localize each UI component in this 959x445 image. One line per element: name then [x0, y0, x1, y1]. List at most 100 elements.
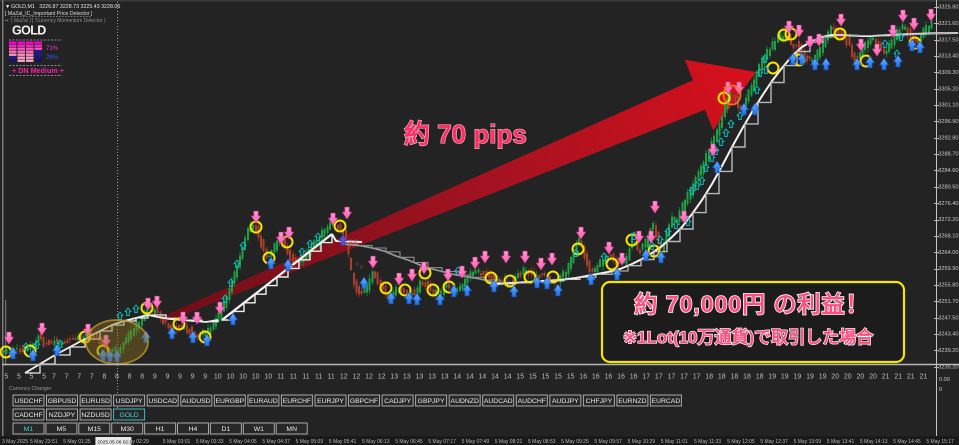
svg-text:CADJPY: CADJPY: [384, 398, 411, 405]
svg-text:20: 20: [857, 374, 865, 381]
svg-text:13: 13: [428, 374, 436, 381]
svg-text:0: 0: [360, 265, 363, 271]
svg-text:10: 10: [264, 374, 272, 381]
svg-text:0: 0: [349, 239, 352, 245]
svg-text:3276.40: 3276.40: [938, 201, 958, 207]
svg-text:3235.20: 3235.20: [938, 364, 958, 370]
svg-text:CADCHF: CADCHF: [14, 412, 42, 419]
svg-text:5 May 14:45: 5 May 14:45: [893, 439, 921, 445]
svg-text:EURJPY: EURJPY: [317, 398, 344, 405]
svg-text:5 May 11:01: 5 May 11:01: [661, 439, 688, 445]
svg-text:5: 5: [4, 374, 8, 381]
svg-text:11: 11: [328, 374, 335, 381]
svg-text:5 May 04:37: 5 May 04:37: [262, 439, 290, 445]
svg-text:M1: M1: [24, 426, 34, 433]
svg-text:3301.10: 3301.10: [938, 103, 958, 109]
svg-text:3325.80: 3325.80: [938, 5, 958, 11]
svg-text:GBPCHF: GBPCHF: [350, 398, 378, 405]
svg-text:EURNZD: EURNZD: [618, 398, 646, 405]
svg-text:11: 11: [277, 374, 284, 381]
svg-text:18: 18: [718, 374, 726, 381]
svg-text:7: 7: [52, 374, 56, 381]
svg-text:10: 10: [227, 374, 235, 381]
svg-text:GOLD,M1 3226.87 3228.73 3225: GOLD,M1 3226.87 3228.73 3225.43 3228.06: [11, 4, 120, 10]
svg-text:NZDJPY: NZDJPY: [49, 412, 76, 419]
svg-text:※1Lot(10万通貨)で取引した場合: ※1Lot(10万通貨)で取引した場合: [623, 327, 874, 347]
svg-text:0: 0: [354, 239, 357, 245]
svg-text:5 May 06:45: 5 May 06:45: [395, 439, 423, 445]
svg-text:18: 18: [731, 374, 739, 381]
svg-text:5 May 05:09: 5 May 05:09: [296, 439, 324, 445]
svg-text:20: 20: [869, 374, 877, 381]
svg-text:USDCAD: USDCAD: [148, 398, 177, 405]
svg-text:CHFJPY: CHFJPY: [586, 398, 613, 405]
svg-text:5 May 10:29: 5 May 10:29: [628, 439, 656, 445]
svg-text:5 May 08:21: 5 May 08:21: [495, 439, 523, 445]
svg-text:3239.20: 3239.20: [938, 348, 958, 354]
svg-text:EURCAD: EURCAD: [652, 398, 681, 405]
svg-text:3313.40: 3313.40: [938, 54, 958, 60]
svg-text:3309.30: 3309.30: [938, 70, 958, 76]
svg-text:15: 15: [529, 374, 537, 381]
svg-text:3317.50: 3317.50: [938, 37, 958, 43]
svg-text:19: 19: [819, 374, 827, 381]
svg-text:21: 21: [882, 374, 890, 381]
svg-text:14: 14: [466, 374, 474, 381]
svg-text:3259.90: 3259.90: [938, 266, 958, 272]
svg-text:5 May 03:01: 5 May 03:01: [163, 439, 191, 445]
svg-text:7: 7: [90, 374, 94, 381]
svg-text:3251.70: 3251.70: [938, 299, 958, 305]
svg-text:5 May 01:25: 5 May 01:25: [63, 439, 91, 445]
svg-text:5 May 14:13: 5 May 14:13: [860, 439, 888, 445]
svg-text:5 May 13:41: 5 May 13:41: [827, 439, 855, 445]
svg-text:16: 16: [592, 374, 600, 381]
svg-text:5 May 03:33: 5 May 03:33: [196, 439, 224, 445]
svg-text:AUDCAD: AUDCAD: [484, 398, 513, 405]
svg-text:USDJPY: USDJPY: [116, 398, 143, 405]
svg-text:20: 20: [844, 374, 852, 381]
svg-text:M15: M15: [88, 426, 101, 433]
svg-text:AUDCHF: AUDCHF: [518, 398, 546, 405]
svg-text:16: 16: [630, 374, 638, 381]
svg-text:H4: H4: [189, 426, 198, 433]
svg-text:AUDUSD: AUDUSD: [182, 398, 211, 405]
svg-text:8: 8: [115, 374, 119, 381]
svg-text:16: 16: [579, 374, 587, 381]
svg-text:21: 21: [920, 374, 928, 381]
svg-text:Currency Changer: Currency Changer: [9, 386, 52, 392]
svg-text:USDCHF: USDCHF: [14, 398, 42, 405]
svg-text:12: 12: [353, 374, 361, 381]
svg-text:14: 14: [504, 374, 512, 381]
svg-text:9: 9: [203, 374, 207, 381]
svg-text:5 May 06:13: 5 May 06:13: [362, 439, 390, 445]
svg-text:14: 14: [479, 374, 487, 381]
svg-text:71%: 71%: [46, 46, 59, 52]
svg-text:ay 02:29: ay 02:29: [130, 439, 149, 445]
svg-text:19: 19: [768, 374, 776, 381]
svg-text:14: 14: [453, 374, 461, 381]
svg-text:19: 19: [794, 374, 802, 381]
svg-text:EURAUD: EURAUD: [249, 398, 278, 405]
svg-text:AUDJPY: AUDJPY: [552, 398, 579, 405]
svg-text:EURGBP: EURGBP: [215, 398, 244, 405]
svg-text:5: 5: [42, 374, 46, 381]
svg-text:17: 17: [693, 374, 701, 381]
svg-text:5 May 05:41: 5 May 05:41: [329, 439, 357, 445]
svg-text:12: 12: [378, 374, 386, 381]
svg-text:8: 8: [140, 374, 144, 381]
svg-text:17: 17: [668, 374, 676, 381]
svg-text:3305.20: 3305.20: [938, 86, 958, 92]
svg-text:15: 15: [554, 374, 562, 381]
svg-text:2025.05.06 02:15: 2025.05.06 02:15: [97, 440, 135, 445]
svg-text:11: 11: [290, 374, 297, 381]
svg-text:5 May 07:17: 5 May 07:17: [428, 439, 456, 445]
svg-text:約 70 pips: 約 70 pips: [404, 119, 527, 149]
svg-text:10: 10: [239, 374, 247, 381]
svg-text:3268.10: 3268.10: [938, 234, 958, 240]
svg-text:5 May 15:17: 5 May 15:17: [926, 439, 954, 445]
svg-text:5 May 12:05: 5 May 12:05: [727, 439, 755, 445]
svg-text:▼: ▼: [5, 4, 10, 10]
svg-text:[ MaZal_IC_Important Price Det: [ MaZal_IC_Important Price Detector ]: [5, 11, 93, 17]
svg-text:約 70,000円 の利益！: 約 70,000円 の利益！: [634, 291, 869, 317]
svg-text:5 May 04:05: 5 May 04:05: [229, 439, 257, 445]
